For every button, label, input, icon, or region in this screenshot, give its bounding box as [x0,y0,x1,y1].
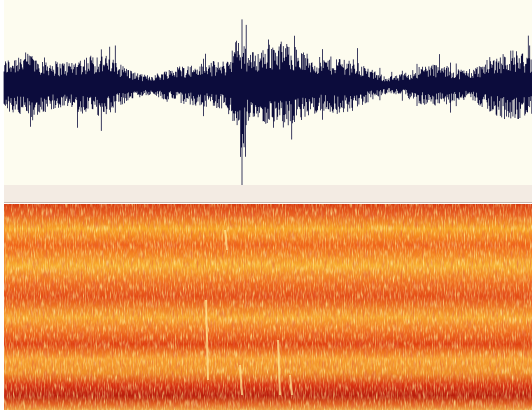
audio-editor-view [0,0,532,410]
panel-divider [4,185,532,203]
spectrogram-noise-dark [4,204,532,410]
page: {} [0,0,532,410]
left-margin [0,0,4,410]
